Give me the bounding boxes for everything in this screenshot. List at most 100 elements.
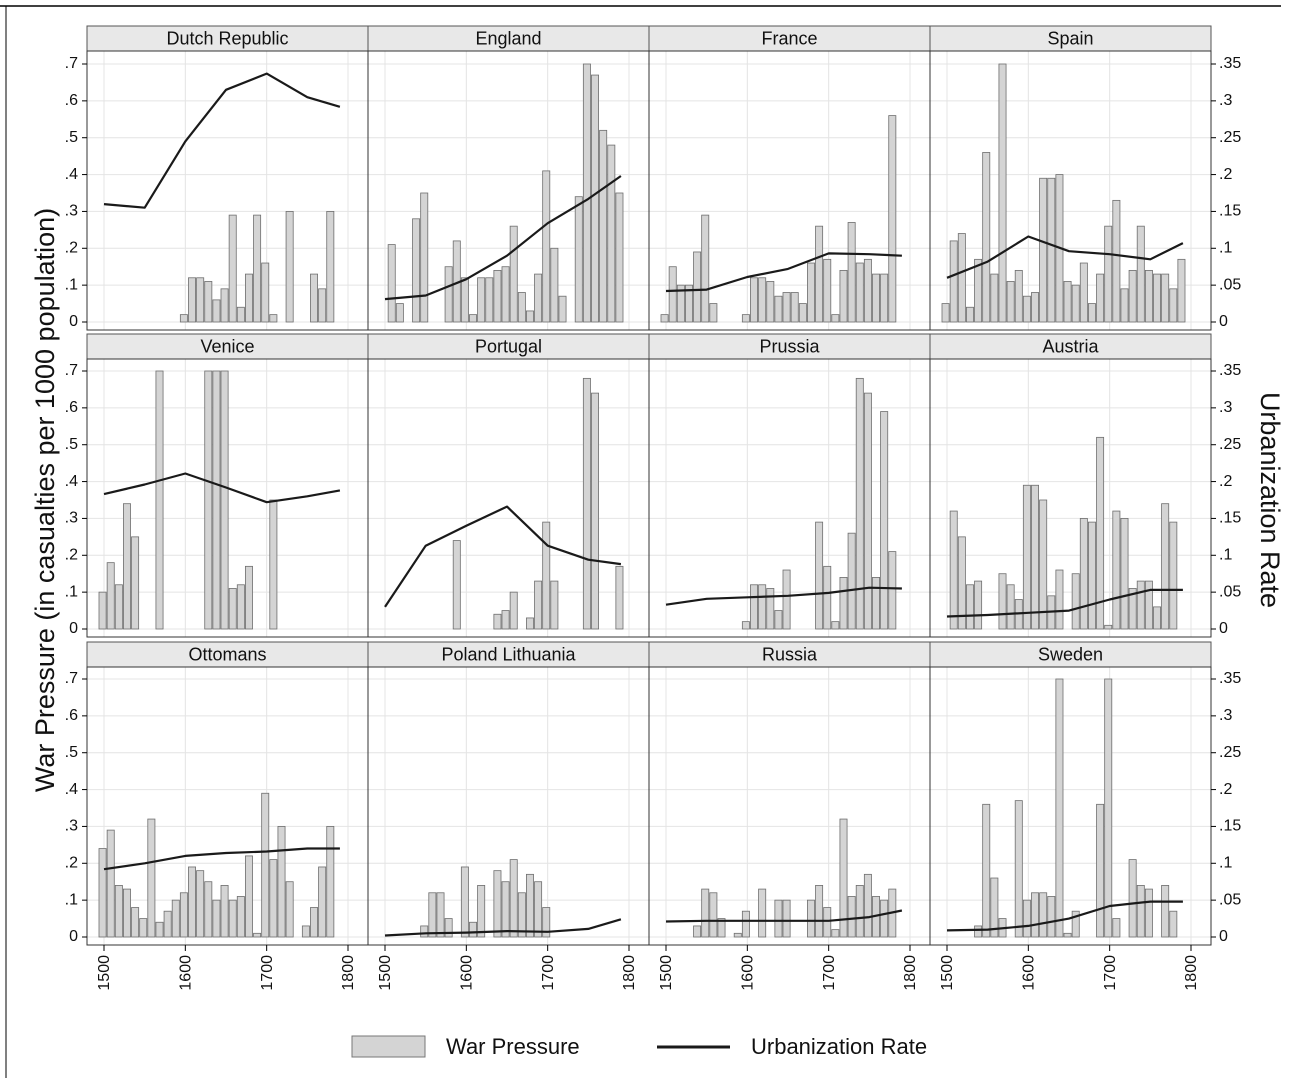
y-tick-label-right: .15 (1219, 203, 1241, 220)
line-urbanization (665, 252, 902, 293)
bar-war-pressure (990, 273, 999, 323)
y-tick-label-left: .4 (65, 473, 78, 490)
bar-war-pressure (310, 907, 319, 938)
bar-war-pressure (542, 170, 551, 323)
y-tick-label-right: .3 (1219, 92, 1232, 109)
panel-border (929, 358, 1212, 638)
panel-title: France (761, 28, 817, 48)
bar-war-pressure (782, 292, 791, 323)
line-urbanization (103, 472, 341, 504)
bar-war-pressure (831, 929, 840, 938)
bar-war-pressure (98, 591, 107, 630)
bar-war-pressure (758, 277, 767, 323)
panel-title: Ottomans (188, 644, 266, 664)
y-tick-label-right: .3 (1219, 399, 1232, 416)
bar-war-pressure (123, 503, 131, 630)
bar-war-pressure (269, 314, 278, 323)
bar-war-pressure (501, 881, 510, 938)
bar-war-pressure (326, 826, 335, 938)
bar-war-pressure (1047, 177, 1056, 323)
y-tick-label-right: .05 (1219, 276, 1241, 293)
bar-war-pressure (957, 233, 966, 323)
bar-war-pressure (1153, 606, 1162, 630)
bar-war-pressure (1006, 584, 1015, 630)
bar-war-pressure (509, 225, 518, 323)
bar-war-pressure (1169, 521, 1178, 630)
bar-war-pressure (1136, 580, 1145, 630)
bar-war-pressure (1136, 885, 1145, 938)
bar-war-pressure (147, 818, 156, 938)
bar-war-pressure (1071, 284, 1080, 323)
y-tick-label-left: .5 (65, 129, 78, 146)
bar-war-pressure (823, 565, 832, 630)
bar-war-pressure (839, 269, 848, 323)
x-tick-label: 1800 (902, 955, 919, 991)
bar-war-pressure (863, 392, 872, 630)
bar-war-pressure (872, 273, 881, 323)
bar-war-pressure (493, 613, 502, 630)
bar-war-pressure (1031, 292, 1040, 323)
y-tick-label-right: .25 (1219, 129, 1241, 146)
bar-war-pressure (591, 392, 600, 630)
bar-war-pressure (741, 910, 750, 938)
bar-war-pressure (758, 584, 767, 630)
bar-war-pressure (460, 277, 469, 323)
bar-war-pressure (766, 281, 775, 323)
bar-war-pressure (269, 499, 278, 630)
bar-war-pressure (1079, 518, 1088, 630)
bar-war-pressure (1104, 678, 1113, 938)
y-axis-label-right: Urbanization Rate (1255, 392, 1285, 608)
bar-war-pressure (269, 859, 278, 938)
y-tick-label-left: 0 (69, 620, 78, 637)
bar-war-pressure (1071, 910, 1080, 938)
y-tick-label-left: .2 (65, 855, 78, 872)
bar-war-pressure (790, 292, 799, 323)
bar-war-pressure (106, 829, 115, 938)
bar-war-pressure (982, 152, 991, 323)
panel-title: Prussia (759, 336, 820, 356)
bar-war-pressure (1128, 269, 1137, 323)
frame-lines (0, 5, 1281, 1078)
y-tick-label-right: 0 (1219, 928, 1228, 945)
bar-war-pressure (179, 892, 188, 938)
bar-war-pressure (460, 866, 469, 938)
y-tick-label-left: 0 (69, 928, 78, 945)
bar-war-pressure (1014, 269, 1023, 323)
bar-war-pressure (1120, 288, 1129, 323)
bar-war-pressure (1022, 295, 1031, 323)
line-urbanization (103, 72, 341, 209)
panel-title: England (475, 28, 541, 48)
x-tick-label: 1500 (658, 955, 675, 991)
bar-war-pressure (974, 925, 983, 938)
x-tick-label: 1500 (96, 955, 113, 991)
bar-war-pressure (131, 907, 140, 938)
bar-war-pressure (310, 273, 319, 323)
bar-war-pressure (501, 610, 510, 630)
panel-title: Poland Lithuania (441, 644, 576, 664)
x-tick-label: 1700 (259, 955, 276, 991)
bar-war-pressure (1161, 503, 1170, 630)
bar-war-pressure (477, 885, 486, 938)
bar-war-pressure (941, 303, 950, 323)
x-tick-label: 1700 (821, 955, 838, 991)
bar-war-pressure (550, 247, 559, 323)
bar-war-pressure (750, 277, 759, 323)
bar-war-pressure (709, 303, 718, 323)
bar-war-pressure (228, 588, 237, 630)
bar-war-pressure (990, 877, 999, 938)
y-tick-label-left: .7 (65, 362, 78, 379)
y-tick-label-right: .2 (1219, 166, 1232, 183)
panel-spain: Spain 0 .05 .1 .15 .2 .25 .3 .35 (929, 25, 1241, 331)
plot-area (368, 359, 649, 637)
bar-war-pressure (1022, 484, 1031, 630)
bar-war-pressure (599, 129, 608, 323)
bar-war-pressure (106, 562, 115, 630)
bar-war-pressure (1128, 859, 1137, 938)
bar-war-pressure (534, 273, 543, 323)
bar-war-pressure (542, 521, 551, 630)
bar-war-pressure (582, 63, 591, 323)
bar-war-pressure (815, 885, 824, 938)
bar-war-pressure (798, 303, 807, 323)
x-tick-label: 1600 (740, 955, 757, 991)
y-tick-label-left: .2 (65, 547, 78, 564)
